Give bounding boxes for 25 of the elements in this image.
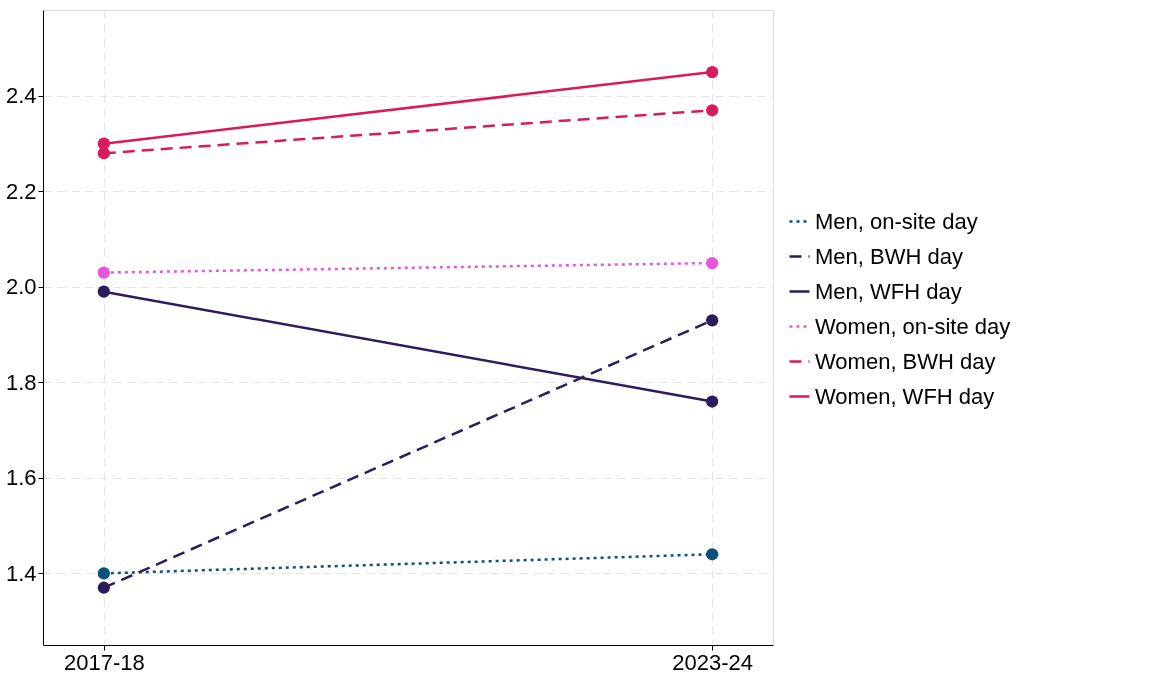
point [706,104,719,117]
legend-label: Women, WFH day [815,383,995,409]
legend-label: Men, on-site day [815,208,978,234]
point [706,256,719,270]
point [97,266,110,279]
point [97,285,110,298]
y-tick-label: 2.2 [5,178,37,204]
point [706,548,719,561]
point [706,314,719,327]
legend-label: Women, BWH day [815,348,996,374]
point [97,137,110,150]
legend-label: Men, BWH day [815,243,963,269]
point [706,395,719,408]
y-tick-label: 1.4 [5,560,37,586]
x-tick-label: 2023-24 [672,649,754,675]
point [97,581,110,594]
y-tick-label: 1.8 [5,369,37,395]
point [97,567,110,580]
y-tick-label: 1.6 [5,465,37,491]
legend-label: Men, WFH day [815,278,962,304]
y-tick-label: 2.0 [5,274,37,300]
legend-label: Women, on-site day [815,313,1011,339]
x-tick-label: 2017-18 [63,649,145,675]
y-tick-label: 2.4 [5,83,37,109]
point [706,65,719,79]
